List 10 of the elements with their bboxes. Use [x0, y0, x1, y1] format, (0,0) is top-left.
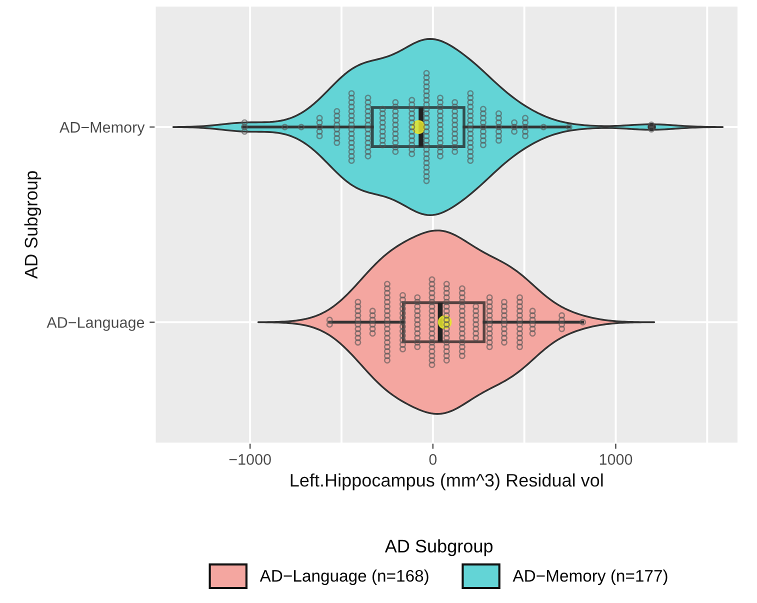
y-tick-label: AD−Memory: [59, 122, 145, 136]
y-axis-title: AD Subgroup: [24, 171, 42, 279]
y-tick-label: AD−Language: [46, 317, 144, 331]
x-tick-label: 1000: [600, 454, 632, 465]
legend-label: AD−Language (n=168): [260, 570, 428, 586]
legend-title: AD Subgroup: [384, 539, 493, 556]
x-axis-title: Left.Hippocampus (mm^3) Residual vol: [290, 473, 603, 490]
x-tick-label: −1000: [229, 454, 271, 465]
x-tick-label: 0: [429, 454, 437, 465]
legend-label: AD−Memory (n=177): [512, 570, 668, 586]
